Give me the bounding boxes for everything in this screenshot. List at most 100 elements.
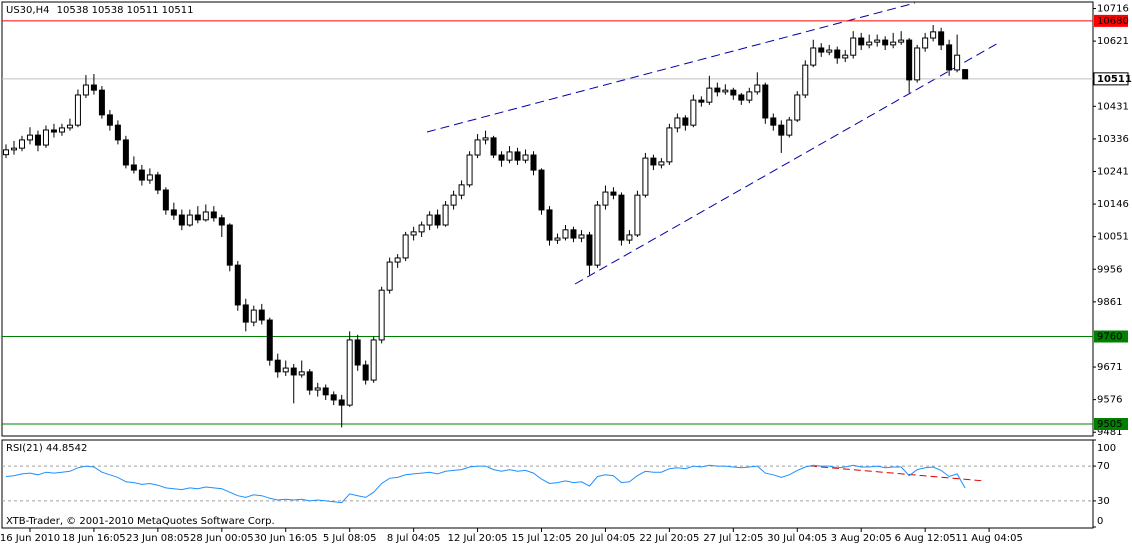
y-tick-label: 70 xyxy=(1097,461,1110,472)
candle-body xyxy=(786,119,793,136)
high: 10538 xyxy=(92,5,124,16)
x-tick-label: 28 Jun 00:05 xyxy=(190,533,254,544)
x-tick-label: 5 Jul 08:05 xyxy=(323,533,377,544)
candle-body xyxy=(882,39,889,46)
candle-body xyxy=(106,114,113,126)
candle-body xyxy=(418,224,425,233)
candle-body xyxy=(466,154,473,186)
x-tick-label: 22 Jul 20:05 xyxy=(639,533,699,544)
candle-body xyxy=(706,87,713,103)
level-label: 9760 xyxy=(1097,332,1122,343)
y-tick-label: 9481 xyxy=(1097,427,1122,438)
candle-body xyxy=(90,84,97,91)
x-tick-label: 30 Jun 16:05 xyxy=(254,533,318,544)
candle-body xyxy=(282,367,289,373)
candle-body xyxy=(226,224,233,266)
candle-body xyxy=(954,54,961,71)
candle-body xyxy=(498,154,505,161)
candle-body xyxy=(562,229,569,239)
chart-title: US30,H4 10538 10538 10511 10511 xyxy=(6,5,193,16)
x-tick-label: 16 Jun 2010 xyxy=(0,533,60,544)
candle-body xyxy=(50,129,57,133)
y-tick-label: 0 xyxy=(1097,516,1103,527)
level-box xyxy=(1094,330,1128,343)
candle-body xyxy=(170,209,177,216)
candle-body xyxy=(266,319,273,361)
candle-body xyxy=(98,89,105,116)
candle-body xyxy=(442,204,449,226)
x-tick-label: 3 Aug 20:05 xyxy=(831,533,892,544)
y-tick-label: 10431 xyxy=(1097,101,1129,112)
candle-body xyxy=(482,137,489,141)
y-tick-label: 10716 xyxy=(1097,4,1129,15)
candle-body xyxy=(74,94,81,126)
candle-body xyxy=(682,117,689,126)
x-tick-label: 30 Jul 04:05 xyxy=(767,533,827,544)
candle-body xyxy=(810,47,817,66)
price-panel xyxy=(1,1,1094,437)
candle-body xyxy=(690,99,697,126)
rsi-line xyxy=(5,464,966,504)
trend-line xyxy=(574,41,1001,285)
candle-body xyxy=(114,124,121,141)
candle-body xyxy=(298,371,305,376)
candle-body xyxy=(962,69,969,80)
candle-body xyxy=(650,157,657,166)
candle-body xyxy=(642,157,649,196)
rsi-trend-line xyxy=(809,465,986,482)
current-price-label: 10511 xyxy=(1097,74,1132,85)
candle-body xyxy=(2,149,9,156)
y-tick-label: 100 xyxy=(1097,443,1116,454)
candle-body xyxy=(522,154,529,161)
x-tick-label: 6 Aug 12:05 xyxy=(895,533,956,544)
candle-body xyxy=(210,211,217,219)
candle-body xyxy=(674,117,681,129)
candle-body xyxy=(426,214,433,226)
candle-body xyxy=(450,194,457,206)
close: 10511 xyxy=(162,5,194,16)
candle-body xyxy=(434,214,441,226)
candle-body xyxy=(738,94,745,101)
y-tick-label: 9861 xyxy=(1097,297,1122,308)
candle-body xyxy=(122,139,129,166)
candle-body xyxy=(850,37,857,56)
candle-body xyxy=(730,89,737,96)
candle-body xyxy=(274,359,281,373)
candle-body xyxy=(26,134,33,141)
candle-body xyxy=(130,164,137,171)
candle-body xyxy=(18,139,25,149)
symbol: US30,H4 xyxy=(6,5,49,16)
candle-body xyxy=(658,161,665,166)
candle-body xyxy=(770,117,777,126)
candle-body xyxy=(602,191,609,206)
candle-body xyxy=(914,47,921,81)
candle-body xyxy=(898,39,905,43)
x-tick-label: 8 Jul 04:05 xyxy=(387,533,441,544)
candle-body xyxy=(178,214,185,226)
level-box xyxy=(1094,417,1128,430)
candle-body xyxy=(698,99,705,103)
candle-body xyxy=(66,124,73,129)
y-tick-label: 30 xyxy=(1097,496,1110,507)
candle-body xyxy=(58,127,65,133)
candle-body xyxy=(234,264,241,306)
x-tick-label: 18 Jun 16:05 xyxy=(62,533,126,544)
candle-body xyxy=(778,124,785,136)
y-tick-label: 10336 xyxy=(1097,134,1129,145)
candle-body xyxy=(490,137,497,156)
candle-body xyxy=(834,49,841,59)
y-tick-label: 10241 xyxy=(1097,166,1129,177)
candle-body xyxy=(402,234,409,259)
trend-line xyxy=(426,2,916,133)
x-tick-label: 15 Jul 12:05 xyxy=(512,533,572,544)
candle-body xyxy=(530,154,537,171)
y-tick-label: 9576 xyxy=(1097,395,1122,406)
candle-body xyxy=(634,194,641,236)
candle-body xyxy=(346,339,353,406)
candle-body xyxy=(314,387,321,391)
rsi-panel xyxy=(1,439,1094,529)
candle-body xyxy=(258,309,265,321)
level-label: 9505 xyxy=(1097,419,1122,430)
